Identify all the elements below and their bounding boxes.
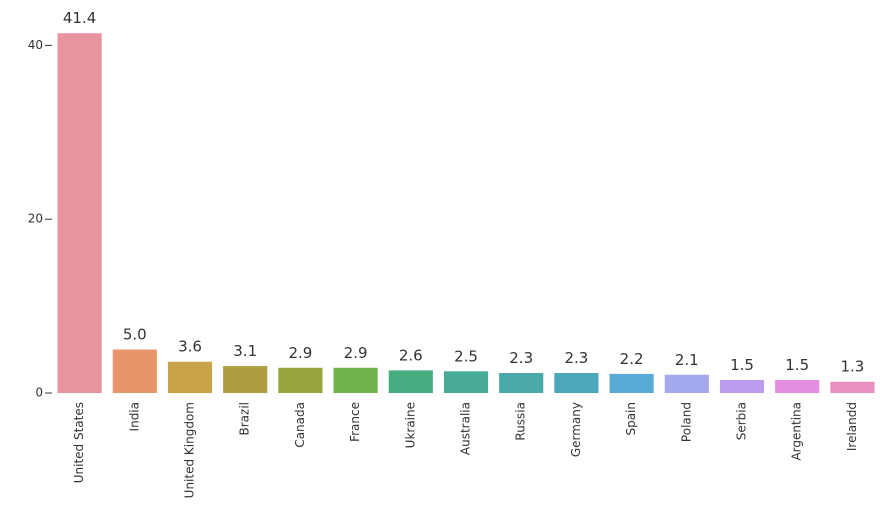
- x-tick-label: Irelandd: [845, 402, 859, 451]
- x-tick-label: France: [348, 402, 362, 442]
- x-tick-label: United Kingdom: [183, 402, 197, 498]
- bar: [830, 381, 875, 393]
- value-label: 3.6: [178, 338, 202, 356]
- bar: [719, 379, 765, 393]
- value-label: 2.3: [564, 349, 588, 367]
- value-label: 2.1: [675, 351, 699, 369]
- x-tick-label: Spain: [624, 402, 638, 436]
- value-label: 3.1: [233, 342, 257, 360]
- x-tick-label: Ukraine: [403, 402, 417, 448]
- value-label: 1.5: [730, 356, 754, 374]
- bar: [775, 379, 820, 393]
- bar: [554, 373, 599, 393]
- bar: [333, 367, 378, 393]
- value-label: 2.3: [509, 349, 533, 367]
- value-label: 41.4: [63, 9, 96, 27]
- value-label: 1.5: [785, 356, 809, 374]
- bar: [388, 370, 433, 393]
- y-tick-label: 20: [28, 212, 43, 226]
- value-label: 1.3: [840, 358, 864, 376]
- y-tick-label: 40: [28, 38, 43, 52]
- y-tick-label: 0: [35, 386, 43, 400]
- x-tick-label: Brazil: [238, 402, 252, 436]
- bar: [609, 373, 654, 393]
- x-tick-label: Russia: [514, 402, 528, 441]
- value-label: 2.2: [620, 350, 644, 368]
- bar: [223, 366, 268, 393]
- value-label: 2.5: [454, 347, 478, 365]
- bar: [443, 371, 489, 393]
- bar: [57, 33, 102, 393]
- x-tick-label: Australia: [459, 402, 473, 455]
- bar: [664, 374, 709, 393]
- value-label: 5.0: [123, 326, 147, 344]
- x-tick-label: Canada: [293, 402, 307, 448]
- value-label: 2.6: [399, 346, 423, 364]
- value-label: 2.9: [288, 344, 312, 362]
- bar: [167, 361, 213, 393]
- bar: [499, 373, 544, 393]
- bar: [112, 349, 157, 393]
- x-tick-label: India: [127, 402, 141, 431]
- x-tick-label: Poland: [679, 402, 693, 442]
- bar: [278, 367, 323, 393]
- x-tick-label: Serbia: [735, 402, 749, 440]
- x-tick-label: United States: [72, 402, 86, 483]
- x-tick-label: Argentina: [790, 402, 804, 461]
- value-label: 2.9: [344, 344, 368, 362]
- x-tick-label: Germany: [569, 402, 583, 457]
